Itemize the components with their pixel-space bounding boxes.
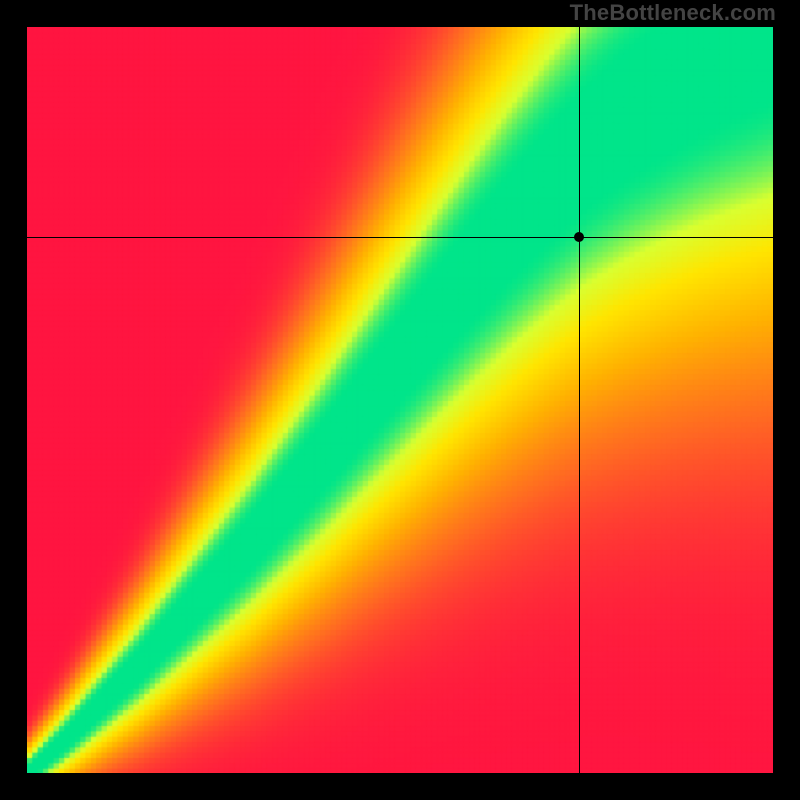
chart-container: TheBottleneck.com [0, 0, 800, 800]
crosshair-horizontal [27, 237, 773, 238]
crosshair-marker[interactable] [574, 232, 584, 242]
crosshair-vertical [579, 27, 580, 773]
plot-area [27, 27, 773, 773]
watermark-text: TheBottleneck.com [570, 2, 776, 24]
heatmap-canvas [27, 27, 773, 773]
